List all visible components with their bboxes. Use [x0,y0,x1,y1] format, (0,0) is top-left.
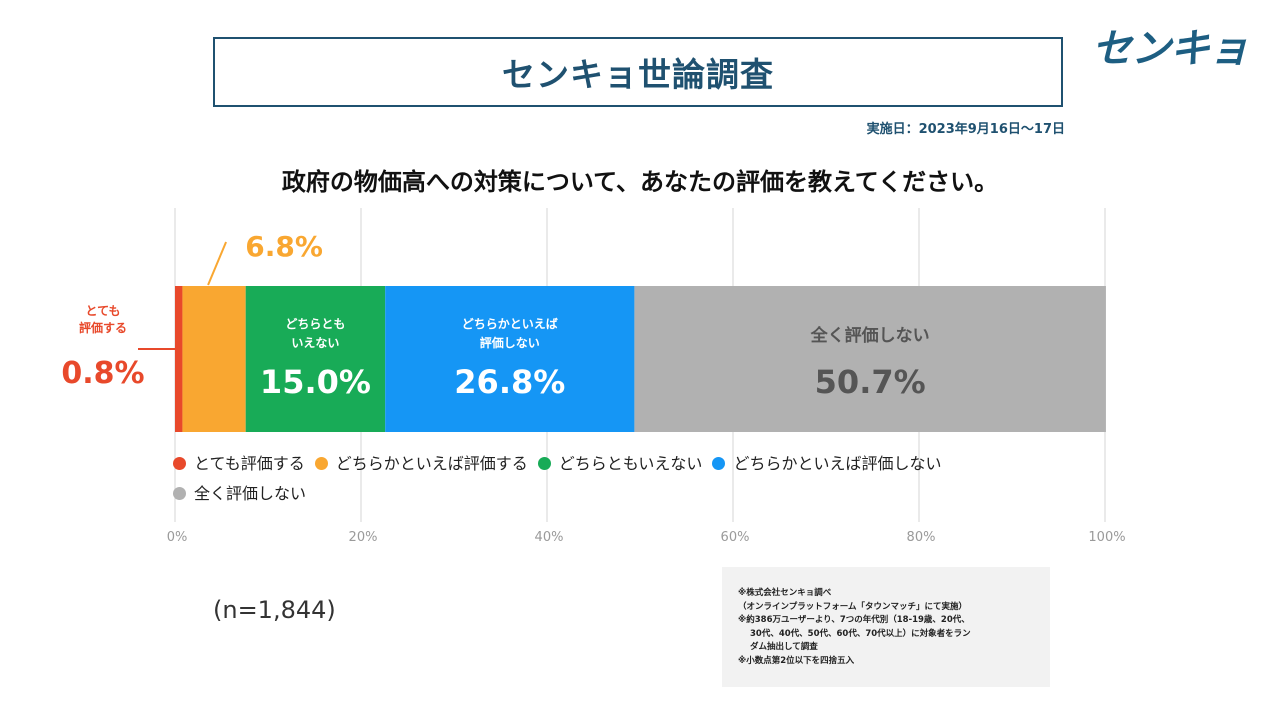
data-label-value-5: 50.7% [815,363,926,401]
data-label-name-1: 評価する [79,320,127,335]
x-tick-label: 20% [349,530,378,545]
legend-label: とても評価する [194,454,305,473]
senkyo-logo: センキョ [1092,26,1249,72]
title-box: センキョ世論調査 [213,37,1063,107]
chart-legend: とても評価する どちらかといえば評価する どちらともいえない どちらかといえば評価しな… [173,449,1053,509]
note-line: ※小数点第2位以下を四捨五入 [738,655,855,666]
page-title: センキョ世論調査 [502,55,774,94]
x-tick-label: 80% [907,530,936,545]
survey-question: 政府の物価高への対策について、あなたの評価を教えてください。 [281,168,999,196]
legend-item-5: 全く評価しない [173,479,306,508]
x-tick-label: 40% [535,530,564,545]
bar-segment-5 [634,286,1106,432]
legend-label: どちらかといえば評価する [335,454,528,473]
leader-line-2 [207,241,227,286]
data-label-name-4: 評価しない [480,335,540,350]
x-tick-label: 60% [721,530,750,545]
legend-swatch [314,457,328,470]
legend-item-3: どちらともいえない [537,449,703,478]
bar-segment-2 [182,286,246,432]
legend-swatch [537,457,551,470]
legend-item-1: とても評価する [173,449,305,478]
note-line: ※約386万ユーザーより、7つの年代別（18-19歳、20代、 [738,615,970,625]
data-label-value-1: 0.8% [61,356,144,391]
legend-label: どちらかといえば評価しない [733,454,942,473]
note-line: ※株式会社センキョ調べ [738,588,832,598]
survey-date: 実施日：2023年9月16日～17日 [866,122,1065,137]
legend-item-4: どちらかといえば評価しない [712,449,941,478]
x-tick-label: 100% [1088,530,1125,545]
data-label-name-3: いえない [291,336,339,350]
legend-item-2: どちらかといえば評価する [314,449,528,478]
bar-segment-3 [245,286,386,432]
bar-segment-1 [175,286,183,432]
data-label-name-4: どちらかといえば [462,316,558,331]
data-label-name-5: 全く評価しない [810,325,930,346]
legend-swatch [712,457,726,470]
bar-segment-4 [385,286,635,432]
legend-label: 全く評価しない [194,484,307,503]
data-label-value-2: 6.8% [245,230,323,263]
legend-swatch [173,457,186,470]
legend-swatch [173,487,186,500]
note-line: 30代、40代、50代、60代、70代以上）に対象者をラン [750,628,971,639]
data-label-name-3: どちらとも [285,317,345,331]
data-label-value-4: 26.8% [454,363,565,401]
note-line: ダム抽出して調査 [750,642,818,652]
survey-notes: ※株式会社センキョ調べ （オンラインプラットフォーム「タウンマッチ」にて実施） … [722,567,1050,687]
data-label-value-3: 15.0% [260,363,371,401]
legend-label: どちらともいえない [558,454,703,473]
sample-size: (n=1,844) [213,596,336,624]
data-label-name-1: とても [85,304,120,318]
note-line: （オンラインプラットフォーム「タウンマッチ」にて実施） [738,601,967,612]
x-tick-label: 0% [167,530,188,545]
